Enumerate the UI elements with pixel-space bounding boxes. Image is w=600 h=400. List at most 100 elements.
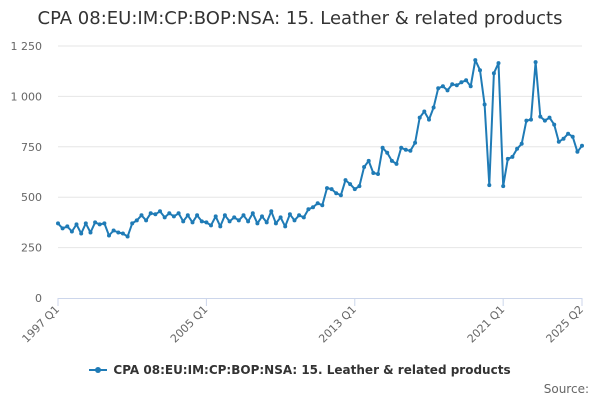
data-point [371, 171, 376, 175]
data-point [515, 146, 520, 151]
data-point [185, 213, 190, 218]
data-point [408, 148, 413, 153]
data-point [385, 150, 390, 155]
data-point [450, 82, 455, 87]
data-point [538, 114, 543, 119]
data-point [255, 221, 260, 226]
data-point [427, 117, 431, 122]
data-point [287, 212, 292, 217]
y-tick-label: 1 250 [11, 40, 43, 53]
data-point [120, 231, 125, 236]
data-point [413, 140, 418, 145]
data-point [79, 231, 84, 236]
data-point [445, 88, 450, 93]
data-point [325, 186, 329, 191]
data-point [315, 201, 320, 206]
data-point [97, 222, 102, 227]
data-point [264, 220, 269, 225]
x-tick-label: 2013 Q1 [316, 303, 359, 346]
data-point [107, 233, 111, 238]
data-point [222, 213, 227, 218]
series-line [57, 59, 583, 238]
data-point [524, 118, 529, 123]
chart-title: CPA 08:EU:IM:CP:BOP:NSA: 15. Leather & r… [37, 8, 563, 29]
data-point [394, 161, 399, 166]
data-point [139, 213, 144, 218]
data-point [65, 224, 70, 229]
data-point [278, 215, 283, 220]
data-point [162, 215, 167, 220]
data-point [320, 203, 325, 208]
data-point [389, 158, 394, 163]
data-point [482, 102, 487, 107]
data-point [459, 80, 464, 85]
data-point [213, 214, 218, 219]
data-point [362, 165, 367, 169]
data-point [552, 122, 557, 127]
data-point [352, 187, 357, 192]
data-point [510, 154, 515, 159]
data-point [329, 187, 334, 192]
data-point [190, 220, 195, 225]
data-point [167, 211, 172, 216]
x-tick-label: 2005 Q1 [168, 303, 211, 346]
data-point [269, 209, 274, 214]
data-point [440, 84, 445, 89]
y-tick-label: 250 [21, 242, 42, 255]
data-point [496, 61, 501, 66]
data-point [297, 213, 302, 218]
data-point [260, 214, 264, 219]
data-point [218, 224, 223, 229]
data-point [380, 145, 385, 150]
data-point [83, 221, 88, 226]
data-point [334, 191, 339, 196]
data-point [74, 222, 79, 227]
data-point [93, 220, 98, 225]
data-point [338, 193, 343, 198]
x-tick-label: 2025 Q2 [544, 303, 587, 346]
y-tick-label: 500 [21, 191, 42, 204]
data-point [399, 145, 404, 150]
data-point [575, 149, 580, 154]
data-point [570, 134, 575, 139]
data-point [204, 220, 209, 225]
data-point [473, 58, 478, 63]
data-point [241, 213, 246, 218]
data-point [501, 184, 506, 189]
data-point [311, 205, 315, 210]
data-point [566, 131, 571, 136]
data-point [478, 68, 482, 73]
legend-series-label[interactable]: CPA 08:EU:IM:CP:BOP:NSA: 15. Leather & r… [113, 363, 511, 377]
data-point [454, 83, 459, 88]
data-point [273, 221, 278, 226]
credits-text[interactable]: Source: [543, 382, 589, 396]
data-point [529, 117, 533, 122]
data-point [376, 172, 380, 176]
data-point [88, 230, 93, 235]
legend[interactable]: CPA 08:EU:IM:CP:BOP:NSA: 15. Leather & r… [0, 363, 600, 377]
data-point [148, 211, 153, 216]
data-point [153, 212, 158, 217]
data-point [246, 219, 251, 224]
data-point [134, 218, 139, 223]
data-point [171, 214, 176, 219]
data-point [227, 219, 232, 224]
data-point [144, 218, 149, 223]
data-point [232, 215, 237, 220]
data-point [102, 221, 107, 226]
data-point [357, 184, 362, 189]
data-point [130, 221, 135, 226]
data-point [547, 115, 552, 120]
data-point [292, 218, 297, 223]
data-point [301, 215, 306, 220]
data-point [56, 221, 60, 226]
data-point [417, 115, 422, 120]
data-point [580, 143, 584, 148]
data-point [199, 219, 204, 224]
data-point [158, 209, 162, 214]
data-point [561, 136, 566, 141]
x-tick-label: 2021 Q1 [465, 303, 508, 346]
data-point [343, 178, 348, 183]
data-point [519, 141, 524, 146]
